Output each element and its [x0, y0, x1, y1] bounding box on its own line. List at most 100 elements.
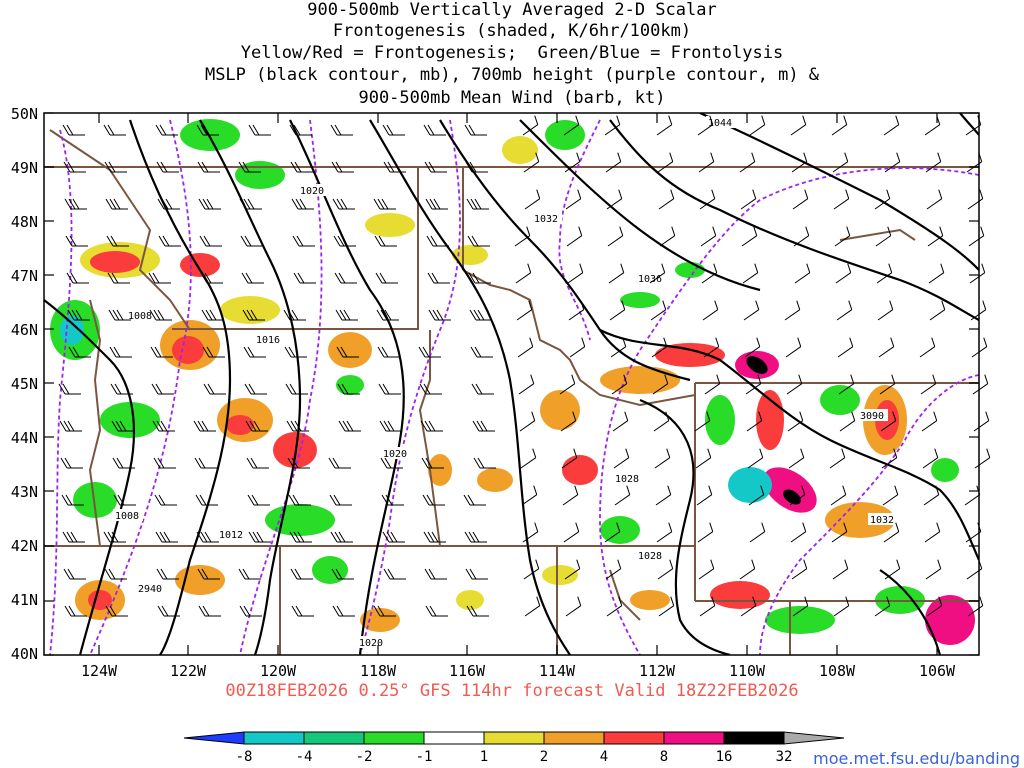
wind-barb	[107, 272, 130, 284]
wind-barb	[883, 115, 900, 136]
wind-barb	[109, 346, 132, 358]
wind-barb	[328, 457, 351, 469]
wind-barb	[698, 152, 715, 173]
wind-barb	[286, 420, 309, 432]
wind-barb	[746, 411, 763, 432]
wind-barb	[422, 494, 445, 506]
wind-barb	[610, 337, 627, 358]
wind-barb	[333, 235, 356, 247]
wind-barb	[614, 485, 631, 506]
wind-barb	[285, 383, 308, 395]
wind-barb	[605, 152, 622, 173]
wind-barb	[561, 448, 578, 469]
wind-barb	[790, 522, 807, 543]
wind-barb	[520, 448, 537, 469]
wind-barb	[652, 374, 669, 395]
wind-barb	[972, 374, 989, 395]
wind-barb	[740, 189, 757, 210]
wind-barb	[523, 559, 540, 580]
wind-barb	[289, 531, 312, 543]
mslp-label: 1020	[383, 449, 407, 460]
wind-barb	[695, 448, 712, 469]
wind-barb	[426, 235, 449, 247]
wind-barb	[239, 198, 262, 210]
wind-barb	[747, 448, 764, 469]
wind-barb	[418, 346, 441, 358]
wind-barb	[837, 337, 854, 358]
wind-barb	[657, 559, 674, 580]
wind-barb	[464, 124, 487, 136]
wind-barb	[424, 161, 447, 173]
forecast-valid-time: 00Z18FEB2026 0.25° GFS 114hr forecast Va…	[225, 681, 799, 701]
wind-barb	[68, 346, 91, 358]
wind-barb	[656, 522, 673, 543]
wind-barb	[472, 420, 495, 432]
wind-barb	[376, 309, 399, 321]
wind-barb	[878, 337, 895, 358]
wind-barb	[515, 263, 532, 284]
political-borders	[44, 129, 979, 655]
height-label: 2940	[138, 584, 162, 595]
wind-barb	[784, 300, 801, 321]
wind-barb	[920, 374, 937, 395]
lon-label: 110W	[729, 662, 766, 680]
wind-barb	[156, 568, 179, 580]
wind-barb	[658, 189, 675, 210]
wind-barb	[514, 226, 531, 247]
wind-barb	[565, 189, 582, 210]
wind-barb	[246, 457, 269, 469]
wind-barb	[744, 337, 761, 358]
wind-barb	[701, 263, 718, 284]
wind-barb	[564, 152, 581, 173]
wind-barb	[833, 596, 850, 617]
wind-barb	[65, 235, 88, 247]
wind-barb	[332, 605, 355, 617]
wind-barb	[925, 559, 942, 580]
wind-barb	[113, 494, 136, 506]
lat-label: 42N	[11, 537, 38, 555]
mslp-label: 1032	[870, 515, 894, 526]
wind-barb	[423, 124, 446, 136]
wind-barb	[198, 198, 221, 210]
wind-barb	[739, 152, 756, 173]
wind-barb	[383, 161, 406, 173]
wind-barb	[611, 374, 628, 395]
wind-barb	[874, 189, 891, 210]
wind-barb	[108, 309, 131, 321]
wind-barb	[465, 568, 488, 580]
wind-barb	[112, 457, 135, 469]
wind-barb	[792, 189, 809, 210]
wind-barb	[242, 309, 265, 321]
credit-link[interactable]: moe.met.fsu.edu/banding	[813, 749, 1020, 768]
wind-barb	[921, 411, 938, 432]
wind-barb	[470, 346, 493, 358]
wind-barb	[201, 309, 224, 321]
wind-barb	[329, 494, 352, 506]
wind-barb	[425, 605, 448, 617]
mslp-label: 1008	[128, 311, 152, 322]
wind-barb	[604, 115, 621, 136]
wind-barb	[787, 411, 804, 432]
wind-barb	[428, 309, 451, 321]
mslp-labels: 1044 1020 1032 1036 1008 1016 1020 1028 …	[113, 116, 898, 649]
wind-barb	[58, 383, 81, 395]
wind-barb	[792, 596, 809, 617]
wind-barb	[653, 411, 670, 432]
wind-barb	[148, 272, 171, 284]
wind-barb	[968, 226, 985, 247]
lon-label: 112W	[639, 662, 676, 680]
wind-barb	[62, 124, 85, 136]
title-line-4: MSLP (black contour, mb), 700mb height (…	[204, 65, 820, 85]
wind-barb	[287, 457, 310, 469]
wind-barb	[238, 568, 261, 580]
wind-barb	[420, 420, 443, 432]
wind-barb	[791, 152, 808, 173]
wind-barb	[833, 189, 850, 210]
wind-barb	[881, 448, 898, 469]
wind-barb	[831, 115, 848, 136]
wind-barb	[522, 522, 539, 543]
wind-barb	[524, 596, 541, 617]
wind-barb	[794, 263, 811, 284]
wind-barb	[969, 263, 986, 284]
wind-barb	[245, 420, 268, 432]
